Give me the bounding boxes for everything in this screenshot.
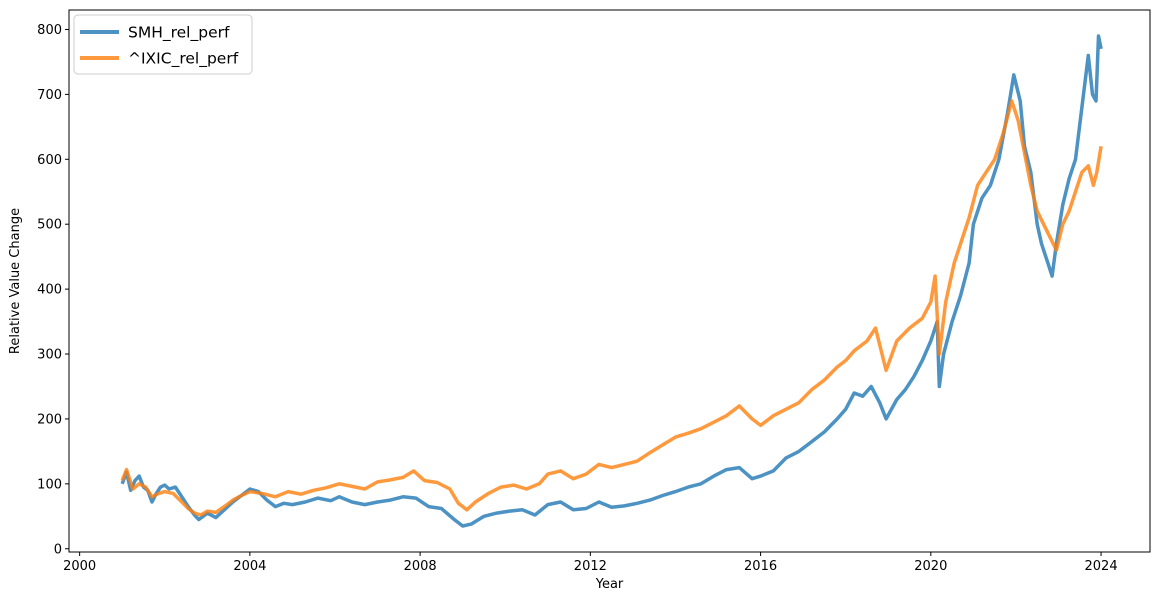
legend-label-1: ^IXIC_rel_perf [128,50,239,69]
plot-frame [68,9,1151,553]
x-axis: 2000 2004 2008 2012 2016 2020 2024 [63,552,1118,574]
x-axis-label: Year [595,577,624,592]
y-tick-label: 300 [37,348,62,363]
y-tick-label: 700 [37,88,62,103]
x-tick-label: 2008 [404,559,437,574]
x-tick-label: 2016 [744,559,777,574]
series-line-1 [120,99,1103,517]
x-tick-label: 2020 [914,559,947,574]
y-tick-label: 500 [37,218,62,233]
legend-label-0: SMH_rel_perf [128,24,230,43]
y-tick-label: 0 [54,542,62,557]
y-axis-label: Relative Value Change [8,208,23,354]
x-tick-label: 2004 [233,559,266,574]
x-tick-label: 2012 [574,559,607,574]
series-layer [120,34,1103,528]
series-line-0 [120,34,1103,528]
y-tick-label: 400 [37,283,62,298]
y-tick-label: 600 [37,153,62,168]
x-tick-label: 2024 [1085,559,1118,574]
y-tick-label: 100 [37,477,62,492]
y-axis: 0 100 200 300 400 500 600 700 800 [37,23,69,557]
y-tick-label: 200 [37,412,62,427]
legend: SMH_rel_perf ^IXIC_rel_perf [73,14,253,75]
y-tick-label: 800 [37,23,62,38]
x-tick-label: 2000 [63,559,96,574]
